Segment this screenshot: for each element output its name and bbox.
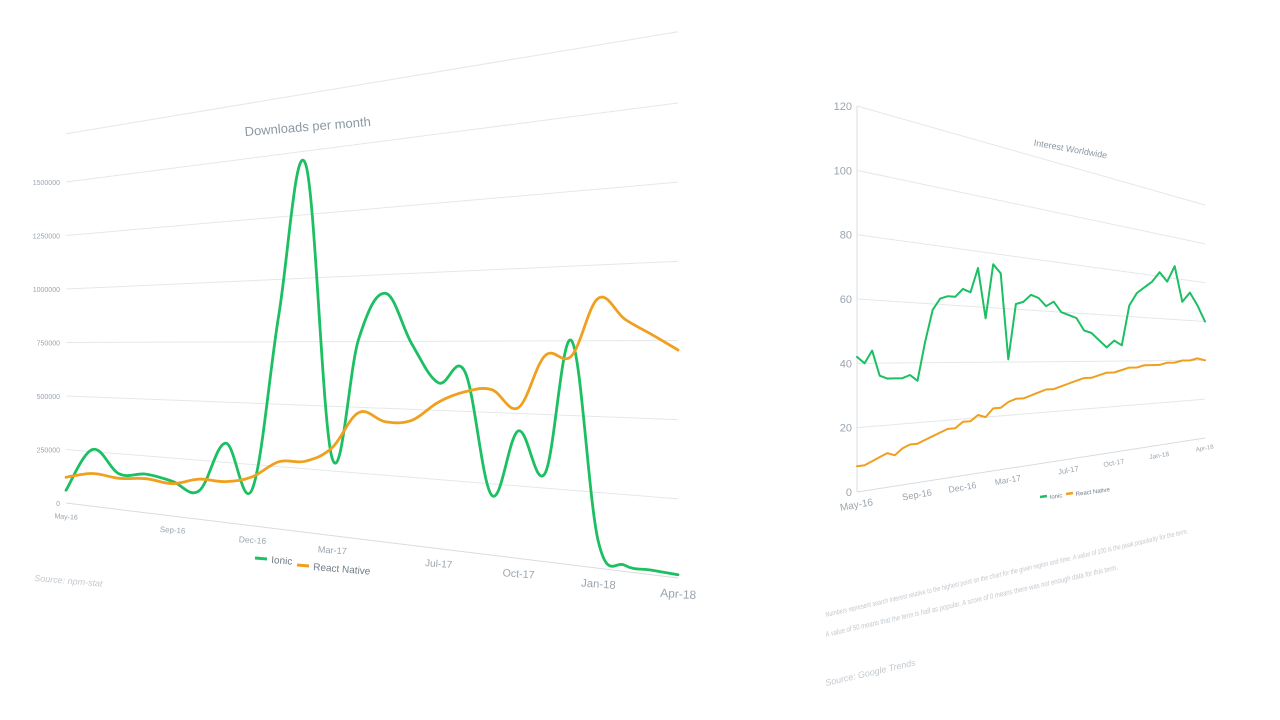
series-line-react-native xyxy=(856,357,1206,468)
y-tick-label: 500000 xyxy=(37,394,60,401)
downloads-source: Source: npm-stat xyxy=(34,573,104,589)
y-tick-label: 20 xyxy=(840,423,852,435)
x-tick-label: Apr-18 xyxy=(1195,444,1214,453)
y-tick-label: 750000 xyxy=(37,341,60,348)
x-tick-label: Jan-18 xyxy=(1149,451,1170,461)
x-tick-label: Mar-17 xyxy=(317,544,347,556)
gridline xyxy=(856,234,1206,284)
y-tick-label: 80 xyxy=(840,230,852,242)
x-tick-label: Oct-17 xyxy=(1103,458,1125,469)
legend-swatch-ionic xyxy=(254,556,268,561)
interest-note-line-1: Numbers represent search interest relati… xyxy=(824,526,1188,618)
legend-swatch-react-native xyxy=(296,563,310,568)
downloads-legend: Ionic React Native xyxy=(254,555,371,578)
gridline xyxy=(65,31,679,135)
x-tick-label: May-16 xyxy=(839,497,874,514)
x-tick-label: Apr-18 xyxy=(660,586,697,603)
gridline xyxy=(856,169,1206,245)
series-line-ionic xyxy=(856,263,1206,382)
x-tick-label: Mar-17 xyxy=(994,473,1022,487)
legend-label-react-native-2: React Native xyxy=(1075,487,1111,498)
y-tick-label: 120 xyxy=(834,101,852,113)
y-tick-label: 1250000 xyxy=(33,234,60,241)
gridline xyxy=(856,105,1206,206)
x-tick-label: Jul-17 xyxy=(425,558,453,571)
x-tick-label: Sep-16 xyxy=(901,487,932,502)
legend-label-ionic: Ionic xyxy=(271,555,293,568)
interest-source: Source: Google Trends xyxy=(824,657,917,688)
downloads-chart-title: Downloads per month xyxy=(244,114,371,139)
legend-label-ionic-2: Ionic xyxy=(1049,493,1062,501)
legend-label-react-native: React Native xyxy=(313,562,371,578)
gridline xyxy=(856,437,1206,493)
x-tick-label: Dec-16 xyxy=(238,534,266,546)
series-line-ionic xyxy=(64,159,680,577)
legend-swatch-ionic-2 xyxy=(1039,494,1048,499)
y-tick-label: 60 xyxy=(840,294,852,306)
x-tick-label: May-16 xyxy=(54,513,78,522)
interest-legend: Ionic React Native xyxy=(1039,487,1111,501)
gridline xyxy=(65,260,679,290)
y-tick-label: 100 xyxy=(834,165,852,177)
x-tick-label: Oct-17 xyxy=(502,567,535,581)
y-tick-label: 250000 xyxy=(37,448,60,455)
y-tick-label: 1500000 xyxy=(33,180,60,187)
gridline xyxy=(856,298,1206,322)
interest-chart: Interest Worldwide 0 20 40 60 80 100 120 May-1… xyxy=(824,101,1215,688)
gridline xyxy=(65,395,679,421)
gridline xyxy=(856,359,1206,364)
legend-swatch-react-native-2 xyxy=(1065,491,1074,496)
y-tick-label: 40 xyxy=(840,358,852,370)
gridline xyxy=(65,502,679,579)
y-tick-label: 0 xyxy=(56,501,60,508)
y-tick-label: 0 xyxy=(846,487,852,499)
gridline xyxy=(856,398,1206,429)
x-tick-label: Jul-17 xyxy=(1057,464,1079,476)
interest-chart-title: Interest Worldwide xyxy=(1033,138,1108,161)
downloads-chart: Downloads per month 0 250000 500000 750000 1… xyxy=(33,31,697,603)
x-tick-label: Dec-16 xyxy=(948,480,978,495)
series-line-react-native xyxy=(64,295,680,486)
gridline xyxy=(65,449,679,500)
x-tick-label: Jan-18 xyxy=(581,578,616,592)
x-tick-label: Sep-16 xyxy=(160,525,187,536)
gridline xyxy=(65,181,679,236)
gridline xyxy=(65,340,679,343)
gridline xyxy=(65,102,679,183)
y-tick-label: 1000000 xyxy=(33,287,60,294)
